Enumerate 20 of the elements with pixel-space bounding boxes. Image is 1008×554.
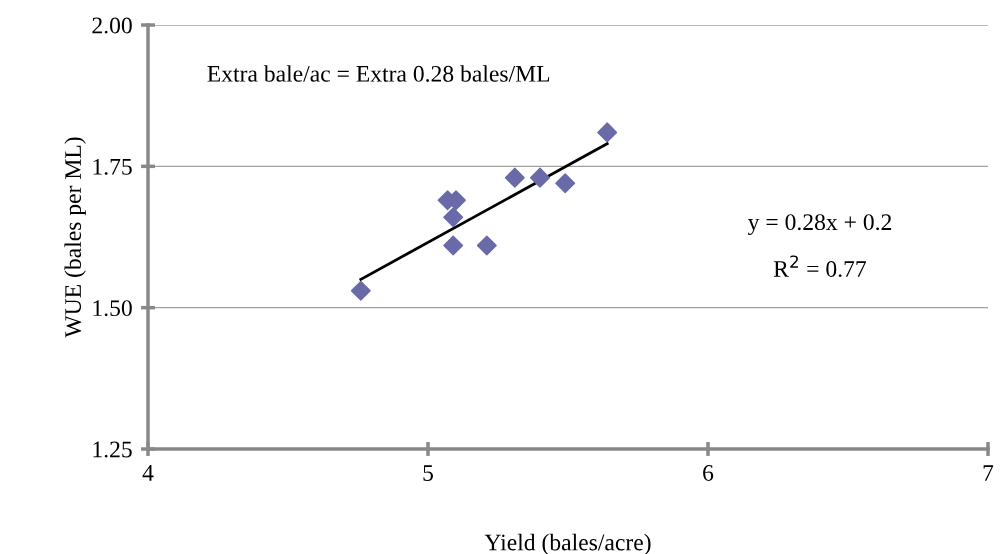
point [529, 167, 551, 188]
point [350, 280, 371, 301]
y-tick-label: 1.75 [93, 158, 132, 175]
annotation: Extra bale/ac = Extra 0.28 bales/ML [207, 65, 550, 82]
x-tick-label: 6 [703, 465, 714, 481]
x-tick-label: 5 [423, 465, 433, 481]
point [443, 207, 464, 228]
point [555, 173, 576, 194]
point [597, 122, 618, 143]
x-tick-label: 7 [983, 465, 994, 481]
y-tick-label: 1.50 [93, 300, 132, 317]
point [504, 167, 525, 188]
y-tick-label: 2.00 [92, 17, 132, 34]
x-tick-label: 4 [142, 465, 154, 481]
y-axis-title: WUE (bales per ML) [64, 137, 86, 338]
annotation: y = 0.28x + 0.2 [747, 214, 892, 235]
point [443, 235, 464, 256]
annotation: R$^{2}$ = 0.77 [773, 255, 867, 278]
y-tick-label: 1.25 [93, 441, 132, 458]
point [476, 235, 497, 256]
